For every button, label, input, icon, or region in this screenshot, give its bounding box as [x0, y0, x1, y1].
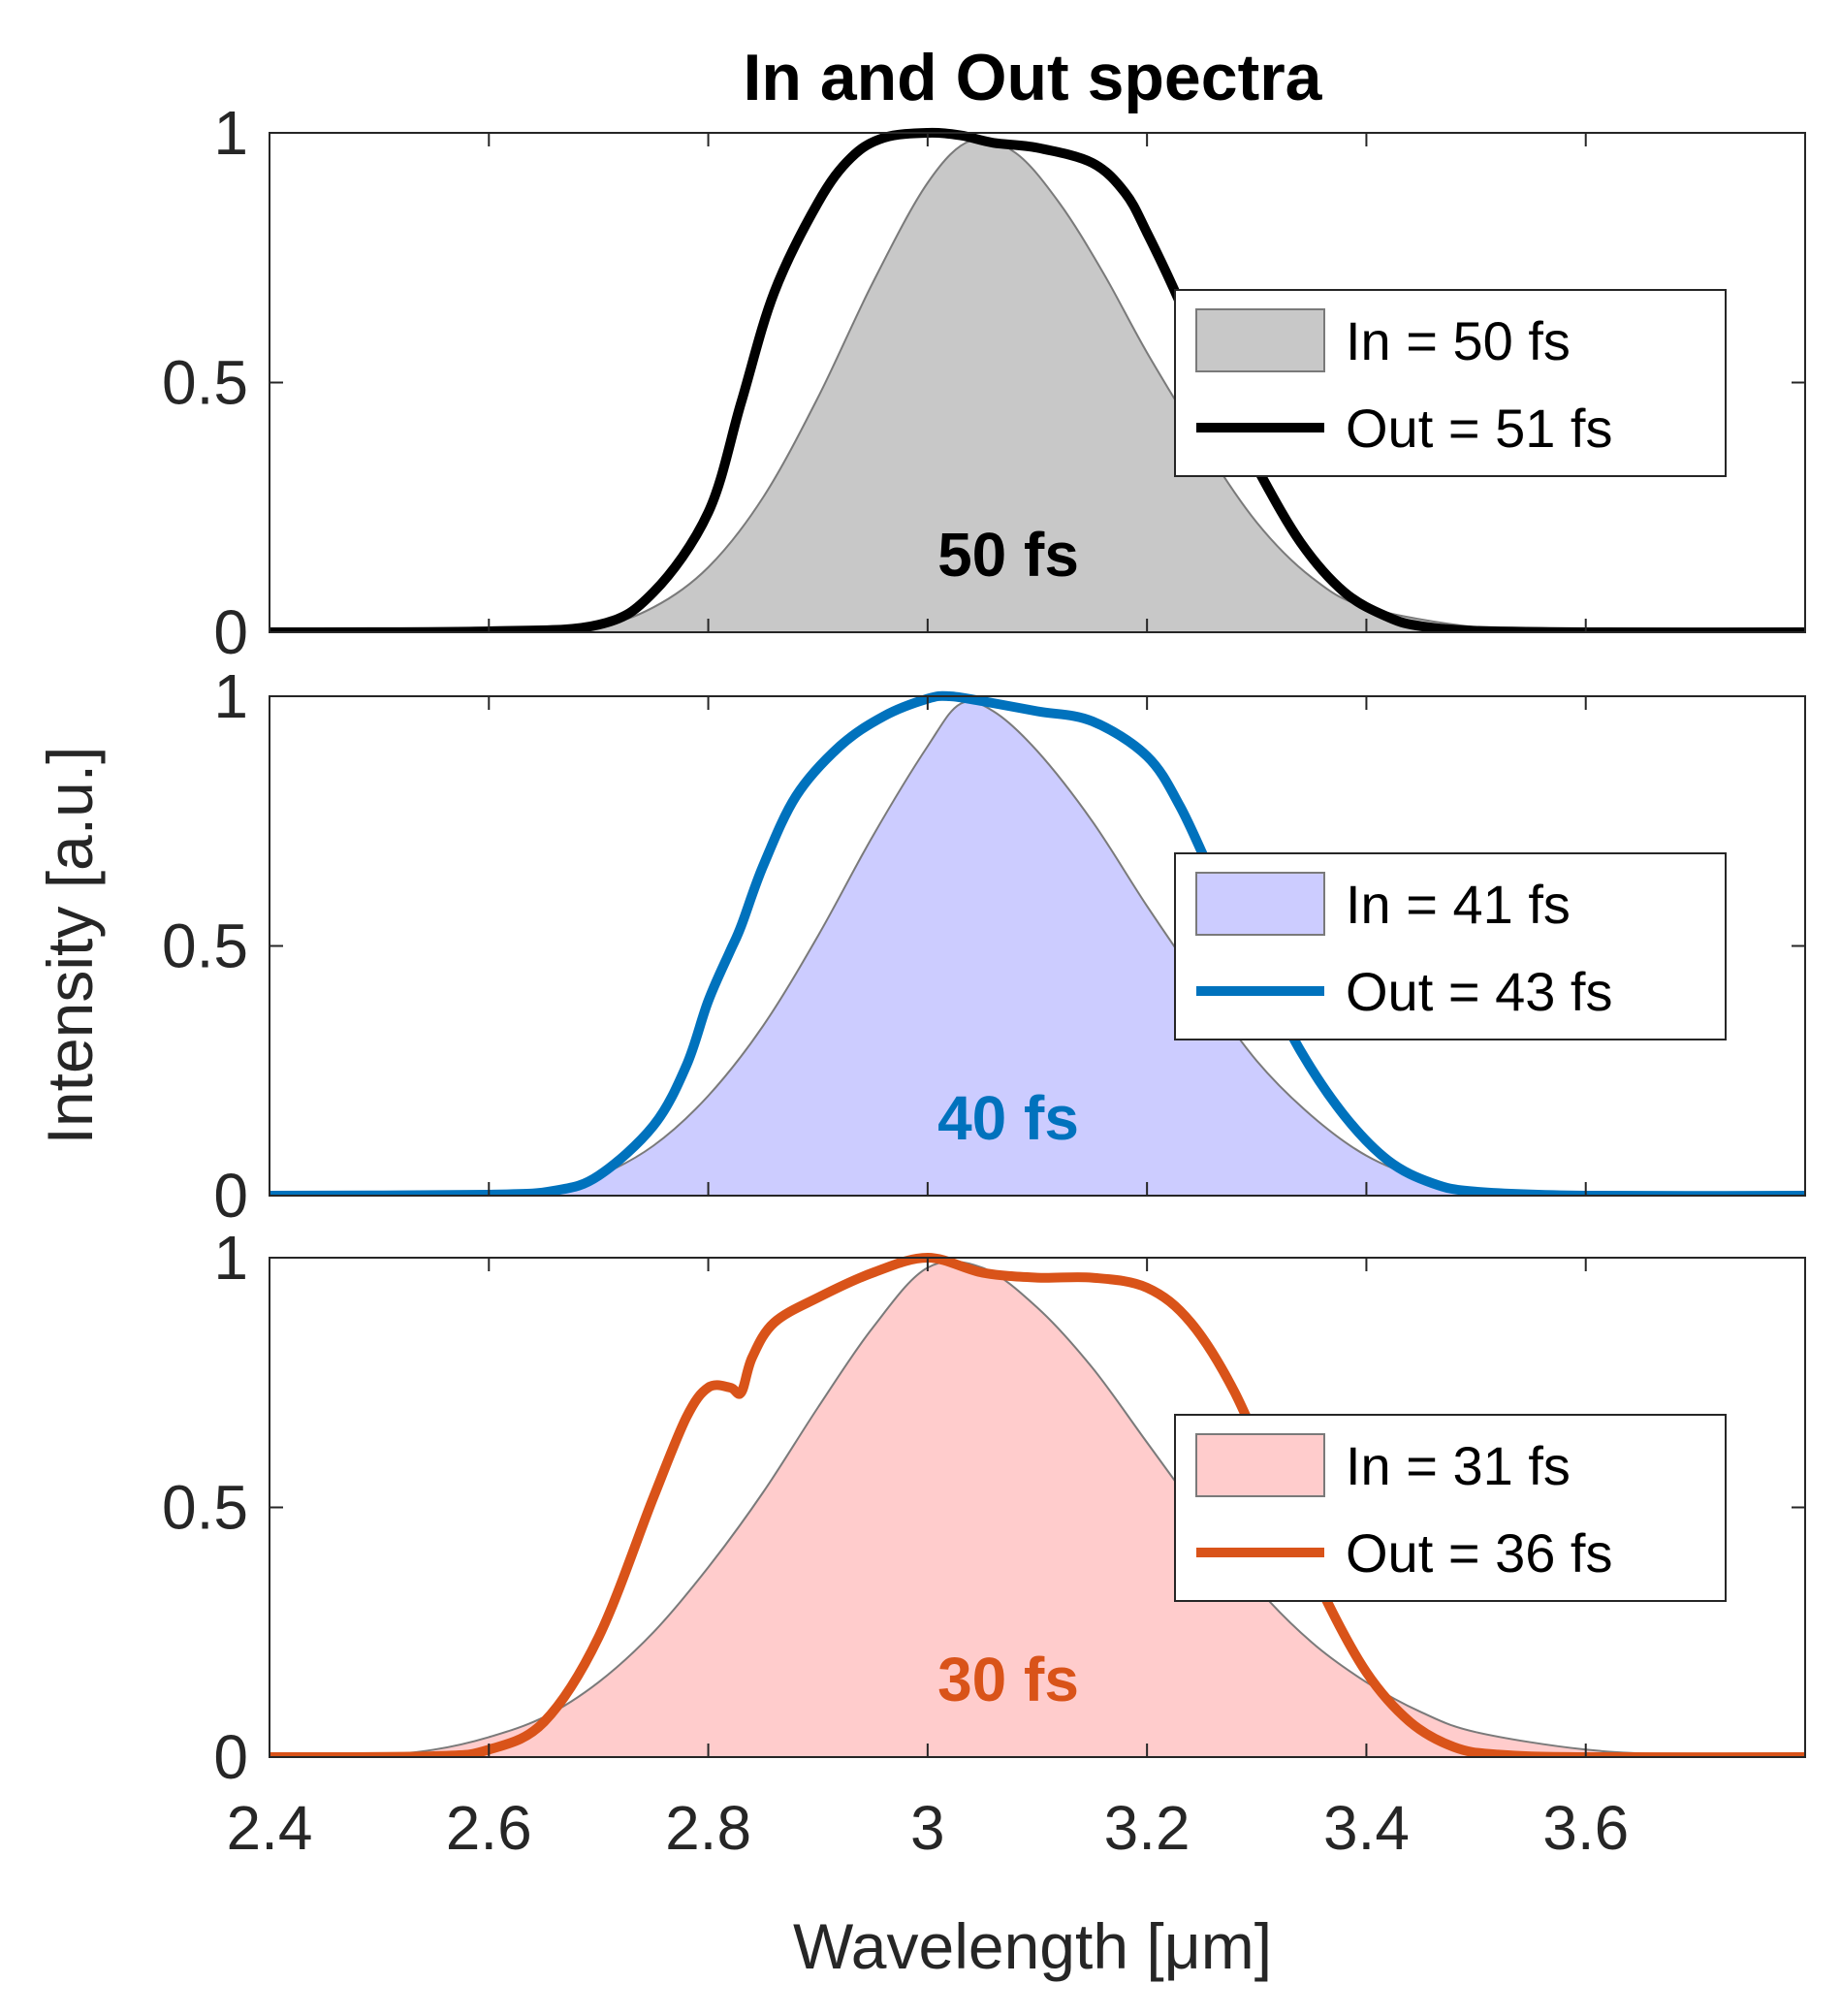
legend: In = 41 fs Out = 43 fs: [1174, 852, 1727, 1040]
legend-label-out: Out = 43 fs: [1346, 961, 1613, 1022]
panel-1: 0 0.5 1 50 fs In = 50 fs Out = 51 fs: [162, 98, 1806, 667]
y-tick-label: 0.5: [162, 1473, 248, 1543]
y-tick-label: 1: [213, 661, 248, 731]
legend-label-out: Out = 51 fs: [1346, 398, 1613, 459]
legend-swatch-in: [1195, 308, 1325, 372]
pulse-annotation: 40 fs: [937, 1083, 1079, 1153]
x-tick-label: 3: [910, 1793, 945, 1863]
panel-3: 0 0.5 1 30 fs In = 31 fs Out = 36 fs: [162, 1223, 1806, 1792]
legend-label-in: In = 41 fs: [1346, 874, 1571, 935]
panel-2: 0 0.5 1 40 fs In = 41 fs Out = 43 fs: [162, 661, 1806, 1231]
series-out-line: [270, 127, 1805, 632]
x-tick-label: 3.6: [1542, 1793, 1629, 1863]
legend-label-in: In = 31 fs: [1346, 1435, 1571, 1496]
x-axis-title: Wavelength [μm]: [793, 1910, 1272, 1982]
y-tick-label: 0.5: [162, 348, 248, 418]
y-tick-label: 1: [213, 98, 248, 168]
legend: In = 31 fs Out = 36 fs: [1174, 1414, 1727, 1602]
legend-swatch-in: [1195, 1433, 1325, 1497]
x-tick-label: 3.2: [1104, 1793, 1190, 1863]
pulse-annotation: 50 fs: [937, 520, 1079, 590]
chart-title: In and Out spectra: [744, 41, 1323, 114]
legend-swatch-in: [1195, 872, 1325, 936]
x-tick-label: 3.4: [1323, 1793, 1410, 1863]
y-tick-label: 0: [213, 597, 248, 667]
y-tick-label: 0.5: [162, 912, 248, 981]
y-axis-title: Intensity [a.u.]: [34, 747, 106, 1145]
y-tick-label: 1: [213, 1223, 248, 1293]
y-tick-label: 0: [213, 1722, 248, 1792]
x-tick-label: 2.8: [665, 1793, 751, 1863]
legend-label-in: In = 50 fs: [1346, 310, 1571, 371]
legend: In = 50 fs Out = 51 fs: [1174, 289, 1727, 477]
x-tick-label: 2.4: [227, 1793, 313, 1863]
legend-label-out: Out = 36 fs: [1346, 1522, 1613, 1584]
x-tick-label: 2.6: [446, 1793, 532, 1863]
y-tick-label: 0: [213, 1161, 248, 1231]
pulse-annotation: 30 fs: [937, 1645, 1079, 1714]
